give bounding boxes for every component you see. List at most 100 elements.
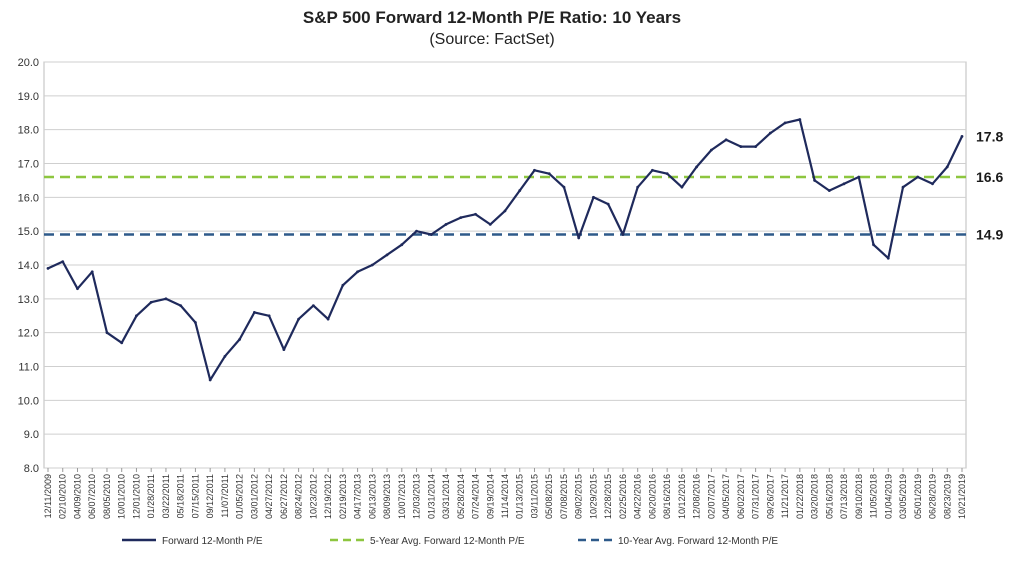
x-tick-label: 03/01/2012 (249, 474, 259, 519)
legend-label: Forward 12-Month P/E (162, 536, 263, 547)
x-tick-label: 10/23/2012 (308, 474, 318, 519)
data-point (651, 168, 654, 172)
data-point (385, 253, 389, 257)
data-point (901, 185, 905, 189)
x-tick-label: 03/05/2019 (898, 474, 908, 519)
x-tick-label: 06/13/2013 (367, 474, 377, 519)
y-tick-label: 9.0 (24, 429, 39, 441)
y-tick-label: 12.0 (18, 328, 39, 340)
data-point (827, 189, 831, 192)
data-point (724, 138, 728, 142)
y-tick-label: 20.0 (18, 57, 39, 69)
data-point (754, 145, 758, 148)
y-tick-label: 11.0 (18, 362, 39, 374)
x-tick-label: 08/05/2010 (102, 474, 112, 519)
x-tick-label: 01/22/2018 (795, 474, 805, 519)
data-point (577, 236, 581, 240)
x-tick-label: 05/01/2019 (913, 474, 923, 519)
data-point (194, 321, 197, 324)
x-tick-label: 02/19/2013 (338, 474, 348, 519)
x-tick-label: 04/17/2013 (353, 474, 363, 519)
x-tick-label: 09/12/2011 (205, 474, 215, 518)
data-point (474, 212, 477, 216)
x-tick-label: 07/31/2017 (751, 474, 761, 519)
x-tick-label: 12/08/2016 (692, 474, 702, 519)
data-point (783, 121, 787, 125)
data-point (135, 314, 138, 318)
x-tick-label: 02/10/2010 (58, 474, 68, 519)
chart-title: S&P 500 Forward 12-Month P/E Ratio: 10 Y… (303, 8, 681, 27)
x-tick-label: 01/31/2014 (426, 474, 436, 519)
data-point (164, 297, 168, 301)
data-point (945, 165, 949, 169)
data-point (326, 317, 330, 321)
y-tick-label: 17.0 (18, 159, 39, 171)
y-tick-label: 10.0 (18, 395, 39, 407)
data-point (842, 182, 846, 186)
x-tick-label: 07/08/2015 (559, 474, 569, 519)
data-point (341, 283, 345, 287)
data-point (872, 243, 875, 247)
data-point (46, 266, 50, 270)
x-tick-label: 09/10/2018 (854, 474, 864, 519)
data-point (429, 233, 433, 236)
data-point (739, 145, 743, 148)
x-tick-label: 06/28/2019 (928, 474, 938, 519)
data-point (61, 260, 65, 264)
x-tick-label: 02/07/2017 (706, 474, 716, 519)
data-point (533, 168, 536, 172)
data-point (813, 179, 816, 182)
x-axis: 12/11/2009 02/10/2010 04/09/2010 06/07/2010… (43, 468, 967, 519)
chart-subtitle: (Source: FactSet) (429, 31, 554, 48)
right-value-label: 17.8 (976, 128, 1003, 144)
x-tick-label: 11/07/2011 (220, 474, 230, 518)
x-tick-label: 05/16/2018 (824, 474, 834, 519)
data-point (311, 304, 315, 307)
data-point (282, 348, 286, 351)
data-point (562, 185, 566, 189)
x-tick-label: 04/05/2017 (721, 474, 731, 519)
y-axis: 20.0 19.0 18.0 17.0 16.0 15.0 14.0 13.0 12.0 11.0… (18, 57, 39, 475)
pe-series-line (47, 118, 963, 382)
x-tick-label: 05/18/2011 (176, 474, 186, 518)
x-tick-label: 03/20/2018 (810, 474, 820, 519)
right-value-labels: 17.8 16.6 14.9 (976, 128, 1003, 242)
y-tick-label: 15.0 (18, 226, 39, 238)
data-point (252, 310, 256, 314)
x-tick-label: 10/21/2019 (957, 474, 967, 519)
x-tick-label: 10/29/2015 (588, 474, 598, 519)
data-point (267, 314, 271, 318)
grid (43, 61, 967, 469)
x-tick-label: 05/28/2014 (456, 474, 466, 519)
x-tick-label: 01/05/2012 (235, 474, 245, 519)
x-tick-label: 07/13/2018 (839, 474, 849, 519)
x-tick-label: 12/11/2009 (43, 474, 53, 518)
x-tick-label: 12/03/2013 (412, 474, 422, 519)
data-point (503, 209, 507, 213)
y-tick-label: 19.0 (18, 91, 39, 103)
x-tick-label: 05/08/2015 (544, 474, 554, 519)
x-tick-label: 02/25/2016 (618, 474, 628, 519)
x-tick-label: 11/14/2014 (500, 474, 510, 518)
x-tick-label: 06/20/2016 (647, 474, 657, 519)
data-point (238, 338, 242, 341)
data-point (621, 233, 625, 236)
x-tick-label: 09/19/2014 (485, 474, 495, 519)
data-point (179, 304, 183, 307)
x-tick-label: 01/28/2011 (146, 474, 156, 518)
data-point (223, 354, 227, 358)
data-point (665, 172, 669, 176)
x-tick-label: 04/27/2012 (264, 474, 274, 519)
x-tick-label: 11/05/2018 (869, 474, 879, 518)
right-value-label: 16.6 (976, 169, 1003, 185)
x-tick-label: 12/01/2010 (131, 474, 141, 519)
x-tick-label: 04/22/2016 (633, 474, 643, 519)
data-point (709, 148, 713, 152)
y-tick-label: 8.0 (24, 463, 39, 475)
data-point (857, 175, 861, 179)
data-point (886, 256, 890, 260)
series (46, 118, 964, 382)
legend-label: 5-Year Avg. Forward 12-Month P/E (370, 536, 525, 547)
data-point (415, 229, 418, 233)
